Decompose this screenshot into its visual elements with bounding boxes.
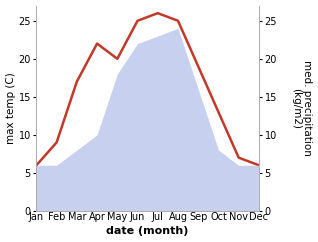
Y-axis label: med. precipitation
(kg/m2): med. precipitation (kg/m2)	[291, 60, 313, 156]
Y-axis label: max temp (C): max temp (C)	[5, 72, 16, 144]
X-axis label: date (month): date (month)	[107, 227, 189, 236]
